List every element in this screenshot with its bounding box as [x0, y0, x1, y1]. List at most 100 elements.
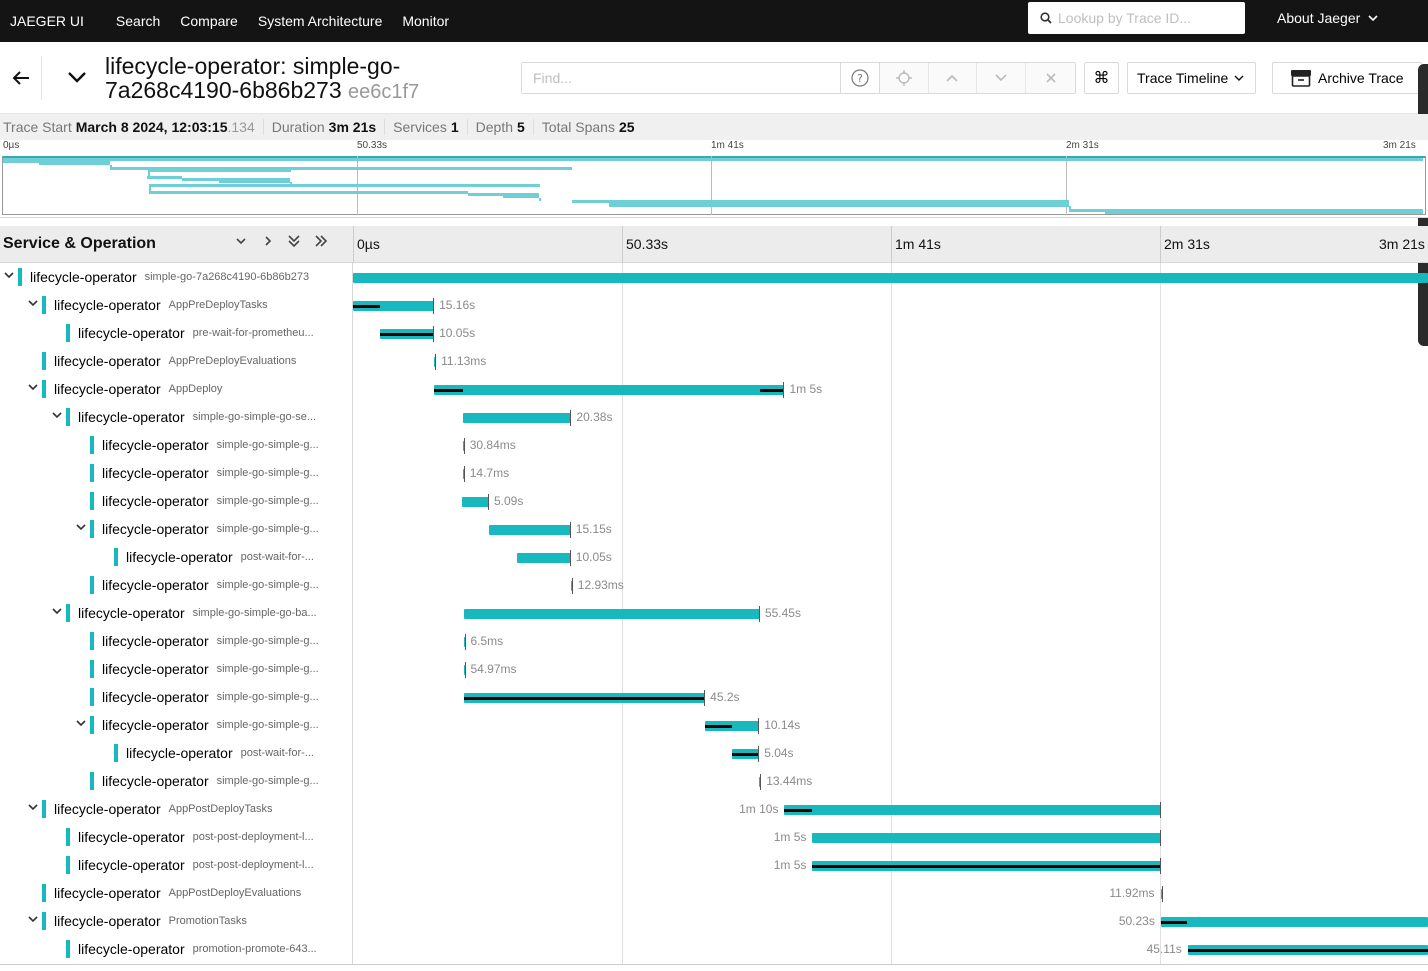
span-bar[interactable]	[516, 550, 571, 566]
span-row[interactable]: lifecycle-operator simple-go-simple-g... 5…	[0, 655, 1428, 683]
span-row[interactable]: lifecycle-operator post-wait-for-... 10.05…	[0, 543, 1428, 571]
span-label[interactable]: lifecycle-operator PromotionTasks	[42, 907, 348, 935]
span-label[interactable]: lifecycle-operator AppPostDeployTasks	[42, 795, 348, 823]
span-row[interactable]: lifecycle-operator simple-go-simple-g... 1…	[0, 571, 1428, 599]
span-row[interactable]: lifecycle-operator simple-go-simple-g... 1…	[0, 711, 1428, 739]
span-bar[interactable]	[462, 494, 489, 510]
view-mode-select[interactable]: Trace Timeline	[1127, 62, 1256, 94]
span-bar[interactable]	[463, 662, 466, 678]
trace-lookup[interactable]	[1028, 2, 1245, 34]
span-row[interactable]: lifecycle-operator simple-go-7a268c4190-6…	[0, 263, 1428, 291]
span-bar[interactable]	[489, 522, 571, 538]
span-bar[interactable]	[379, 326, 435, 342]
span-label[interactable]: lifecycle-operator simple-go-simple-go-ba…	[66, 599, 348, 627]
chevron-down-icon[interactable]	[75, 521, 89, 535]
span-row[interactable]: lifecycle-operator AppDeploy 1m 5s	[0, 375, 1428, 403]
span-label[interactable]: lifecycle-operator AppPreDeployTasks	[42, 291, 348, 319]
column-resizer[interactable]	[353, 226, 354, 263]
span-label[interactable]: lifecycle-operator simple-go-simple-go-se…	[66, 403, 348, 431]
span-row[interactable]: lifecycle-operator simple-go-simple-g... 6…	[0, 627, 1428, 655]
span-bar[interactable]	[462, 438, 465, 454]
span-bar[interactable]	[1160, 886, 1163, 902]
collapse-one-icon[interactable]	[235, 234, 247, 251]
span-row[interactable]: lifecycle-operator simple-go-simple-g... 1…	[0, 767, 1428, 795]
find-input[interactable]	[522, 63, 841, 93]
next-result-button[interactable]	[977, 63, 1027, 93]
span-row[interactable]: lifecycle-operator post-post-deployment-l…	[0, 851, 1428, 879]
expand-all-icon[interactable]	[314, 234, 328, 252]
span-bar[interactable]	[812, 830, 1161, 846]
span-label[interactable]: lifecycle-operator post-post-deployment-l…	[66, 823, 348, 851]
span-row[interactable]: lifecycle-operator post-wait-for-... 5.04s	[0, 739, 1428, 767]
nav-monitor[interactable]: Monitor	[402, 13, 450, 29]
span-bar[interactable]	[1160, 917, 1428, 927]
span-label[interactable]: lifecycle-operator AppPostDeployEvaluatio…	[42, 879, 348, 907]
span-label[interactable]: lifecycle-operator simple-go-simple-g...	[90, 515, 348, 543]
span-label[interactable]: lifecycle-operator promotion-promote-643.…	[66, 935, 348, 963]
span-label[interactable]: lifecycle-operator AppPreDeployEvaluation…	[42, 347, 348, 375]
span-row[interactable]: lifecycle-operator AppPreDeployEvaluation…	[0, 347, 1428, 375]
span-row[interactable]: lifecycle-operator simple-go-simple-g... 4…	[0, 683, 1428, 711]
span-label[interactable]: lifecycle-operator simple-go-simple-g...	[90, 431, 348, 459]
collapse-header-button[interactable]	[62, 62, 92, 92]
span-label[interactable]: lifecycle-operator simple-go-simple-g...	[90, 487, 348, 515]
help-button[interactable]: ?	[840, 63, 880, 93]
span-label[interactable]: lifecycle-operator pre-wait-for-prometheu…	[66, 319, 348, 347]
span-row[interactable]: lifecycle-operator PromotionTasks 50.23s	[0, 907, 1428, 935]
chevron-down-icon[interactable]	[27, 801, 41, 815]
span-row[interactable]: lifecycle-operator pre-wait-for-prometheu…	[0, 319, 1428, 347]
span-row[interactable]: lifecycle-operator simple-go-simple-go-se…	[0, 403, 1428, 431]
span-bar[interactable]	[463, 690, 706, 706]
clear-search-button[interactable]	[1026, 63, 1076, 93]
keyboard-shortcuts-button[interactable]: ⌘	[1084, 62, 1119, 94]
trace-lookup-input[interactable]	[1058, 10, 1238, 26]
span-row[interactable]: lifecycle-operator AppPostDeployTasks 1m 1…	[0, 795, 1428, 823]
span-bar[interactable]	[1187, 945, 1428, 955]
span-bar[interactable]	[434, 354, 437, 370]
collapse-all-icon[interactable]	[287, 234, 301, 252]
nav-compare[interactable]: Compare	[180, 13, 238, 29]
archive-trace-button[interactable]: Archive Trace	[1272, 62, 1422, 94]
span-bar[interactable]	[705, 718, 760, 734]
span-row[interactable]: lifecycle-operator simple-go-simple-g... 5…	[0, 487, 1428, 515]
chevron-down-icon[interactable]	[27, 913, 41, 927]
span-label[interactable]: lifecycle-operator post-wait-for-...	[114, 739, 348, 767]
chevron-down-icon[interactable]	[75, 717, 89, 731]
chevron-down-icon[interactable]	[3, 269, 17, 283]
span-bar[interactable]	[353, 273, 1428, 283]
span-bar[interactable]	[434, 382, 785, 398]
trace-minimap[interactable]: 0µs 50.33s 1m 41s 2m 31s 3m 21s	[0, 140, 1428, 218]
span-label[interactable]: lifecycle-operator simple-go-simple-g...	[90, 683, 348, 711]
span-bar[interactable]	[462, 466, 465, 482]
span-row[interactable]: lifecycle-operator AppPostDeployEvaluatio…	[0, 879, 1428, 907]
span-label[interactable]: lifecycle-operator simple-go-simple-g...	[90, 459, 348, 487]
span-row[interactable]: lifecycle-operator promotion-promote-643.…	[0, 935, 1428, 963]
span-label[interactable]: lifecycle-operator AppDeploy	[42, 375, 348, 403]
span-label[interactable]: lifecycle-operator simple-go-simple-g...	[90, 655, 348, 683]
span-label[interactable]: lifecycle-operator simple-go-simple-g...	[90, 711, 348, 739]
expand-one-icon[interactable]	[262, 234, 274, 251]
locate-button[interactable]	[879, 63, 929, 93]
span-bar[interactable]	[463, 634, 466, 650]
span-bar[interactable]	[353, 298, 435, 314]
span-label[interactable]: lifecycle-operator post-post-deployment-l…	[66, 851, 348, 879]
chevron-down-icon[interactable]	[27, 381, 41, 395]
nav-system-architecture[interactable]: System Architecture	[257, 13, 383, 29]
span-label[interactable]: lifecycle-operator post-wait-for-...	[114, 543, 348, 571]
back-button[interactable]	[0, 56, 42, 100]
span-row[interactable]: lifecycle-operator AppPreDeployTasks 15.16…	[0, 291, 1428, 319]
chevron-down-icon[interactable]	[27, 297, 41, 311]
span-label[interactable]: lifecycle-operator simple-go-simple-g...	[90, 627, 348, 655]
span-bar[interactable]	[784, 802, 1161, 818]
span-row[interactable]: lifecycle-operator simple-go-simple-go-ba…	[0, 599, 1428, 627]
chevron-down-icon[interactable]	[51, 605, 65, 619]
prev-result-button[interactable]	[928, 63, 978, 93]
span-row[interactable]: lifecycle-operator simple-go-simple-g... 1…	[0, 515, 1428, 543]
nav-search[interactable]: Search	[115, 13, 161, 29]
about-jaeger-menu[interactable]: About Jaeger	[1277, 0, 1378, 36]
span-bar[interactable]	[759, 774, 762, 790]
span-row[interactable]: lifecycle-operator simple-go-simple-g... 3…	[0, 431, 1428, 459]
brand-logo[interactable]: JAEGER UI	[10, 13, 84, 29]
span-row[interactable]: lifecycle-operator simple-go-simple-g... 1…	[0, 459, 1428, 487]
span-bar[interactable]	[570, 578, 573, 594]
